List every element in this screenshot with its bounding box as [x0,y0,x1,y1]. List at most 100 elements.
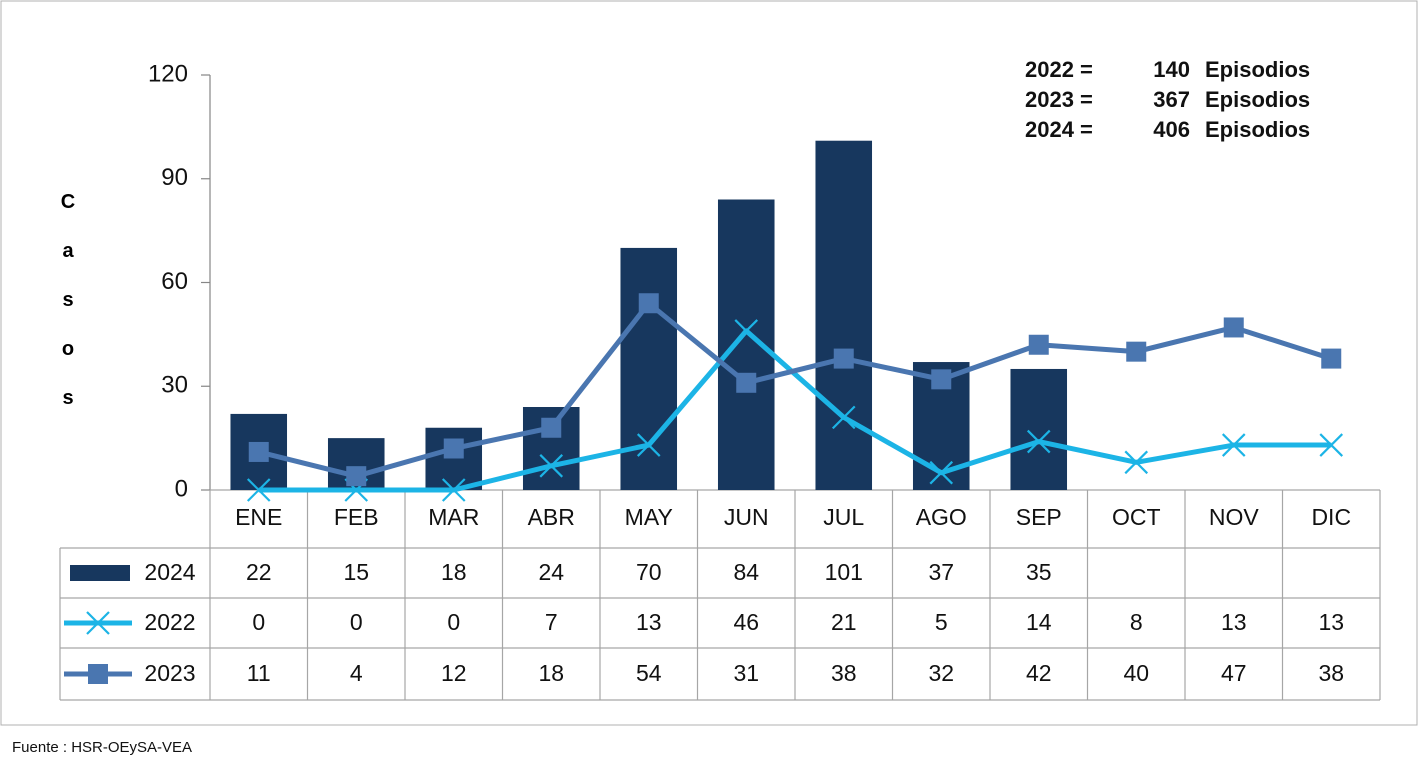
table-value: 32 [928,660,954,686]
table-value: 13 [1221,609,1247,635]
y-tick-label: 0 [175,475,188,502]
table-value: 14 [1026,609,1052,635]
source: Fuente : HSR-OEySA-VEA [12,739,192,756]
frame [0,0,1418,726]
point [1223,317,1244,338]
table-value: 4 [350,660,363,686]
bar [815,140,873,491]
x-tick-label: MAR [428,504,479,530]
y-tick-label: 60 [161,268,188,295]
x-tick-label: DIC [1311,504,1351,530]
table-value: 84 [733,559,759,585]
x-tick-label: FEB [334,504,379,530]
x-tick-label: JUN [724,504,769,530]
table-value: 101 [825,559,863,585]
point [831,405,856,430]
table-value: 12 [441,660,467,686]
point [346,466,367,487]
annotation-value: 406 [1153,117,1190,142]
table-value: 22 [246,559,272,585]
table-value: 42 [1026,660,1052,686]
legend-label: 2022 [144,609,195,635]
point [638,293,659,314]
table-value: 47 [1221,660,1247,686]
point [736,372,757,393]
y-tick-label: 30 [161,372,188,399]
x-tick-label: JUL [823,504,864,530]
point [929,460,954,485]
line [258,328,1332,493]
point [1124,450,1149,475]
table-value: 18 [538,660,564,686]
annotation-value: 140 [1153,57,1190,82]
point [1126,341,1147,362]
point [1026,429,1051,454]
x-tick-label: ABR [528,504,575,530]
point [1319,433,1344,457]
bar [620,247,678,490]
point [441,478,466,502]
table-value: 18 [441,559,467,585]
point [1221,433,1246,457]
annotation-label: 2023 = [1025,87,1093,112]
legend-key [70,565,130,581]
table-value: 70 [636,559,662,585]
point [248,441,269,462]
bar [1010,368,1068,490]
table-value: 7 [545,609,558,635]
annotation-value: 367 [1153,87,1190,112]
point [931,369,952,390]
x-tick-label: OCT [1112,504,1161,530]
y-tick-label: 90 [161,164,188,191]
x-tick-label: SEP [1016,504,1062,530]
table-value: 13 [1318,609,1344,635]
table-value: 35 [1026,559,1052,585]
annotation-label: 2024 = [1025,117,1093,142]
legend-label: 2024 [144,559,195,585]
table-value: 0 [350,609,363,635]
table-value: 0 [447,609,460,635]
table-value: 11 [247,660,271,686]
legend-marker [86,611,110,635]
point [734,319,759,343]
x-tick-label: MAY [625,504,673,530]
point [1321,348,1342,369]
table-value: 54 [636,660,662,686]
table-value: 0 [252,609,265,635]
x-tick-label: ENE [235,504,282,530]
table-value: 8 [1130,609,1143,635]
table-value: 46 [733,609,759,635]
line [258,300,1333,479]
bar [717,199,775,490]
table-value: 38 [1318,660,1344,686]
annotation-unit: Episodios [1205,57,1310,82]
table-value: 13 [636,609,662,635]
legend-label: 2023 [144,660,195,686]
point [246,478,271,502]
point [443,438,464,459]
y-axis-label: Casos [60,191,76,409]
annotation-label: 2022 = [1025,57,1093,82]
table-value: 24 [538,559,564,585]
table-value: 21 [831,609,857,635]
table-value: 5 [935,609,948,635]
point [539,454,564,478]
annotation-unit: Episodios [1205,117,1310,142]
bar [425,427,483,490]
x-tick-label: AGO [916,504,967,530]
x-tick-label: NOV [1209,504,1260,530]
point [833,348,854,369]
table-value: 40 [1123,660,1149,686]
table-value: 37 [928,559,954,585]
table-value: 38 [831,660,857,686]
point [541,417,562,438]
point [636,433,661,457]
legend-marker [88,664,108,684]
table-value: 31 [733,660,759,686]
y-tick-label: 120 [148,60,188,87]
point [1028,334,1049,355]
annotation-unit: Episodios [1205,87,1310,112]
table-value: 15 [343,559,369,585]
